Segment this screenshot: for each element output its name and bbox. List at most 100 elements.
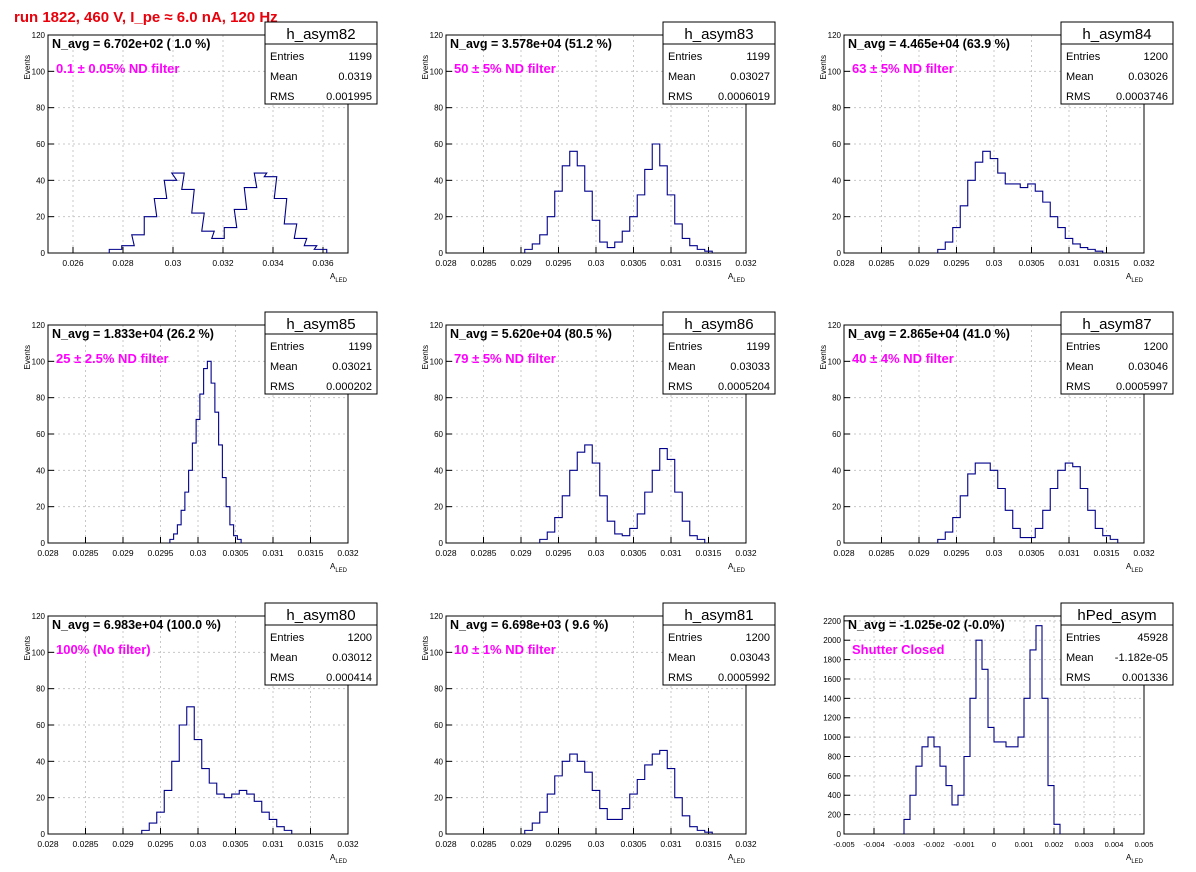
stats-value-entries: 1199: [746, 51, 770, 63]
y-tick-label: 80: [434, 104, 443, 113]
stats-box: [264, 21, 378, 105]
stats-value-mean: 0.03027: [730, 71, 770, 83]
stats-key-mean: Mean: [270, 652, 298, 664]
x-tick-label: 0.0295: [148, 839, 174, 849]
x-tick-label: 0.0285: [471, 839, 497, 849]
x-tick-label: 0.028: [833, 258, 855, 268]
y-tick-label: 1800: [823, 656, 841, 665]
x-axis-title: ALED: [330, 853, 348, 865]
x-tick-label: -0.001: [953, 840, 974, 849]
x-tick-label: 0.031: [660, 839, 682, 849]
x-tick-label: -0.005: [833, 840, 854, 849]
x-tick-label: 0.0305: [621, 258, 647, 268]
navg-label: N_avg = 5.620e+04 (80.5 %): [450, 327, 612, 341]
stats-box: [662, 602, 776, 686]
histogram-svg: 0.028 0.0285 0.029 0.0295 0.03 0.0305 0.031 0.0…: [23, 311, 378, 574]
stats-value-entries: 1200: [1144, 51, 1168, 63]
y-tick-label: 80: [434, 394, 443, 403]
stats-key-rms: RMS: [270, 381, 294, 393]
x-tick-label: 0.0315: [298, 548, 324, 558]
x-tick-label: 0.003: [1075, 840, 1094, 849]
y-tick-label: 60: [434, 721, 443, 730]
x-tick-label: 0.029: [112, 548, 134, 558]
x-tick-label: 0.0285: [869, 548, 895, 558]
x-tick-label: 0.03: [588, 548, 605, 558]
y-tick-label: 600: [828, 772, 842, 781]
histogram-panel-hPed_asym: -0.005 -0.004 -0.003 -0.002 -0.001 0 0.001 0.00…: [796, 581, 1194, 871]
x-tick-label: 0.004: [1105, 840, 1124, 849]
y-tick-label: 80: [832, 104, 841, 113]
y-tick-label: 2000: [823, 636, 841, 645]
histogram-line: [937, 462, 1119, 543]
stats-value-rms: 0.000202: [326, 381, 372, 393]
x-tick-label: 0.0315: [696, 548, 722, 558]
y-tick-label: 60: [36, 430, 45, 439]
x-tick-label: 0.032: [212, 258, 234, 268]
stats-title: h_asym80: [286, 607, 355, 624]
histogram-line: [539, 444, 706, 543]
stats-key-entries: Entries: [270, 51, 305, 63]
y-tick-label: 0: [439, 539, 444, 548]
x-tick-label: 0.03: [588, 839, 605, 849]
stats-key-mean: Mean: [270, 71, 298, 83]
y-tick-label: 40: [434, 176, 443, 185]
histogram-panel-h_asym80: 0.028 0.0285 0.029 0.0295 0.03 0.0305 0.031 0.0…: [0, 581, 398, 871]
histogram-svg: -0.005 -0.004 -0.003 -0.002 -0.001 0 0.001 0.00…: [823, 602, 1174, 865]
x-tick-label: 0.0285: [471, 258, 497, 268]
stats-value-mean: -1.182e-05: [1115, 652, 1168, 664]
y-tick-label: 60: [434, 140, 443, 149]
stats-box: [264, 311, 378, 395]
stats-title: hPed_asym: [1077, 607, 1156, 624]
y-tick-label: 60: [36, 721, 45, 730]
stats-key-mean: Mean: [1066, 71, 1094, 83]
y-tick-label: 80: [36, 104, 45, 113]
histogram-line: [108, 172, 328, 253]
x-tick-label: 0.0315: [298, 839, 324, 849]
y-tick-label: 20: [434, 503, 443, 512]
stats-key-mean: Mean: [270, 361, 298, 373]
stats-box: [1060, 311, 1174, 395]
x-axis-title: ALED: [728, 853, 746, 865]
histogram-line: [524, 749, 713, 834]
histogram-panel-h_asym85: 0.028 0.0285 0.029 0.0295 0.03 0.0305 0.031 0.0…: [0, 290, 398, 580]
x-tick-label: 0.0285: [869, 258, 895, 268]
x-tick-label: 0.0285: [73, 548, 99, 558]
histogram-svg: 0.028 0.0285 0.029 0.0295 0.03 0.0305 0.031 0.0…: [421, 602, 776, 865]
y-tick-label: 120: [32, 321, 46, 330]
y-tick-label: 100: [828, 357, 842, 366]
stats-value-rms: 0.001336: [1122, 672, 1168, 684]
y-tick-label: 100: [430, 648, 444, 657]
x-tick-label: 0.0295: [546, 548, 572, 558]
histogram-svg: 0.028 0.0285 0.029 0.0295 0.03 0.0305 0.031 0.0…: [819, 21, 1174, 284]
y-tick-label: 0: [439, 249, 444, 258]
stats-value-rms: 0.0005997: [1116, 381, 1168, 393]
stats-key-rms: RMS: [668, 672, 692, 684]
x-tick-label: 0.0285: [471, 548, 497, 558]
x-axis-title: ALED: [330, 562, 348, 574]
stats-key-entries: Entries: [270, 632, 305, 644]
stats-value-rms: 0.001995: [326, 91, 372, 103]
x-tick-label: 0.03: [165, 258, 182, 268]
x-tick-label: 0.031: [262, 548, 284, 558]
navg-label: N_avg = 2.865e+04 (41.0 %): [848, 327, 1010, 341]
stats-key-mean: Mean: [1066, 652, 1094, 664]
y-tick-label: 1400: [823, 694, 841, 703]
stats-key-rms: RMS: [668, 381, 692, 393]
histogram-svg: 0.028 0.0285 0.029 0.0295 0.03 0.0305 0.031 0.0…: [819, 311, 1174, 574]
x-tick-label: 0.032: [337, 548, 359, 558]
stats-title: h_asym86: [684, 316, 753, 333]
stats-key-mean: Mean: [1066, 361, 1094, 373]
y-tick-label: 60: [36, 140, 45, 149]
histogram-panel-h_asym83: 0.028 0.0285 0.029 0.0295 0.03 0.0305 0.031 0.0…: [398, 0, 796, 290]
histogram-panel-h_asym86: 0.028 0.0285 0.029 0.0295 0.03 0.0305 0.031 0.0…: [398, 290, 796, 580]
stats-value-entries: 1199: [348, 51, 372, 63]
x-tick-label: 0.0315: [696, 839, 722, 849]
x-tick-label: 0.0305: [621, 548, 647, 558]
x-tick-label: 0.029: [908, 548, 930, 558]
x-tick-label: -0.002: [923, 840, 944, 849]
x-tick-label: 0.03: [588, 258, 605, 268]
histogram-line: [937, 150, 1104, 253]
x-tick-label: 0.03: [986, 548, 1003, 558]
stats-title: h_asym82: [286, 26, 355, 43]
x-tick-label: 0.0315: [1094, 258, 1120, 268]
